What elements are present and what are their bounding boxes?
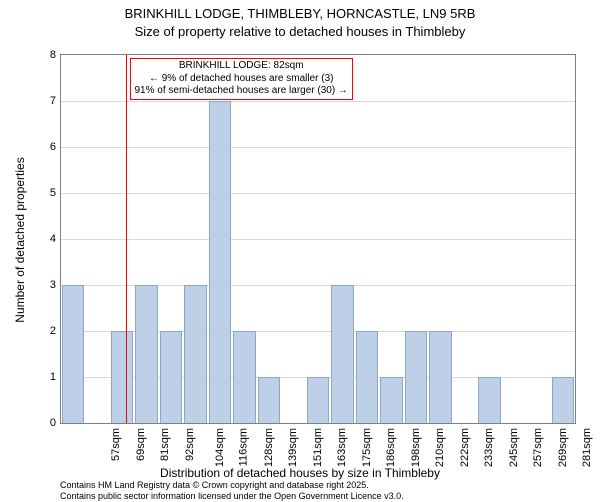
y-tick-label: 3 — [16, 279, 56, 291]
x-tick-label: 128sqm — [263, 428, 275, 467]
histogram-bar — [111, 331, 133, 423]
y-tick-label: 0 — [16, 417, 56, 429]
histogram-bar — [160, 331, 182, 423]
histogram-bar — [429, 331, 451, 423]
x-tick-label: 81sqm — [159, 428, 171, 461]
x-tick-label: 57sqm — [110, 428, 122, 461]
histogram-bar — [184, 285, 206, 423]
annotation-line: BRINKHILL LODGE: 82sqm — [135, 60, 348, 73]
footer-attribution: Contains HM Land Registry data © Crown c… — [60, 480, 404, 502]
histogram-bar — [356, 331, 378, 423]
marker-annotation: BRINKHILL LODGE: 82sqm← 9% of detached h… — [130, 58, 353, 100]
x-tick-label: 116sqm — [238, 428, 250, 466]
x-tick-label: 222sqm — [459, 428, 471, 467]
x-tick-label: 257sqm — [532, 428, 544, 467]
histogram-bar — [552, 377, 574, 423]
x-tick-label: 198sqm — [410, 428, 422, 467]
histogram-bar — [209, 101, 231, 423]
footer-line: Contains HM Land Registry data © Crown c… — [60, 480, 404, 491]
x-tick-label: 186sqm — [385, 428, 397, 467]
x-tick-label: 175sqm — [361, 428, 373, 467]
gridline — [61, 193, 575, 194]
histogram-bar — [233, 331, 255, 423]
gridline — [61, 147, 575, 148]
y-tick-label: 5 — [16, 187, 56, 199]
annotation-line: 91% of semi-detached houses are larger (… — [135, 85, 348, 98]
chart-title-line1: BRINKHILL LODGE, THIMBLEBY, HORNCASTLE, … — [0, 6, 600, 21]
annotation-line: ← 9% of detached houses are smaller (3) — [135, 73, 348, 86]
y-tick-label: 8 — [16, 49, 56, 61]
gridline — [61, 101, 575, 102]
plot-area: BRINKHILL LODGE: 82sqm← 9% of detached h… — [60, 54, 576, 424]
x-tick-label: 151sqm — [312, 428, 324, 467]
x-tick-label: 104sqm — [214, 428, 226, 467]
x-tick-label: 245sqm — [508, 428, 520, 467]
y-tick-label: 4 — [16, 233, 56, 245]
property-marker-line — [126, 55, 127, 423]
histogram-bar — [405, 331, 427, 423]
histogram-bar — [331, 285, 353, 423]
histogram-bar — [307, 377, 329, 423]
x-tick-label: 210sqm — [434, 428, 446, 467]
histogram-bar — [478, 377, 500, 423]
histogram-bar — [62, 285, 84, 423]
y-tick-label: 6 — [16, 141, 56, 153]
y-tick-label: 1 — [16, 371, 56, 383]
x-tick-label: 233sqm — [483, 428, 495, 467]
x-tick-label: 163sqm — [337, 428, 349, 467]
chart-figure: BRINKHILL LODGE, THIMBLEBY, HORNCASTLE, … — [0, 0, 600, 500]
x-axis-label: Distribution of detached houses by size … — [0, 466, 600, 480]
chart-title-line2: Size of property relative to detached ho… — [0, 24, 600, 39]
x-tick-label: 69sqm — [135, 428, 147, 461]
histogram-bar — [258, 377, 280, 423]
y-tick-label: 7 — [16, 95, 56, 107]
x-tick-label: 281sqm — [581, 428, 593, 467]
gridline — [61, 239, 575, 240]
y-tick-label: 2 — [16, 325, 56, 337]
x-tick-label: 139sqm — [288, 428, 300, 467]
histogram-bar — [135, 285, 157, 423]
x-tick-label: 92sqm — [184, 428, 196, 461]
histogram-bar — [380, 377, 402, 423]
x-tick-label: 269sqm — [557, 428, 569, 467]
